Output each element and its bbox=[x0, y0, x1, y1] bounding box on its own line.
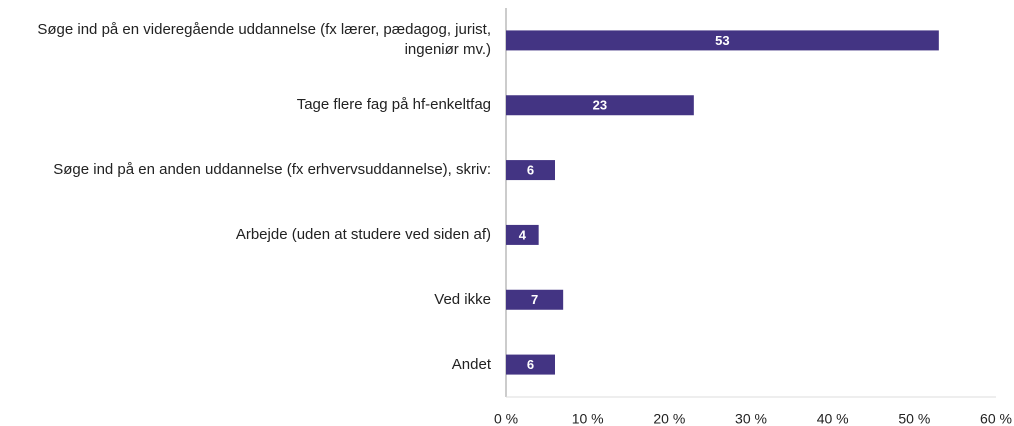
bar bbox=[506, 95, 694, 116]
value-label: 6 bbox=[527, 163, 534, 178]
x-tick-label: 10 % bbox=[572, 411, 604, 426]
category-label: Tage flere fag på hf-enkeltfag bbox=[296, 96, 491, 114]
x-tick-label: 40 % bbox=[817, 411, 849, 426]
bar bbox=[506, 289, 564, 310]
category-label: Ved ikke bbox=[434, 290, 491, 308]
value-label: 7 bbox=[531, 292, 538, 307]
x-tick-label: 0 % bbox=[494, 411, 518, 426]
bar bbox=[506, 354, 555, 375]
value-label: 53 bbox=[715, 33, 729, 48]
bar bbox=[506, 160, 555, 181]
value-label: 4 bbox=[519, 227, 527, 242]
x-tick-label: 60 % bbox=[980, 411, 1012, 426]
value-label: 23 bbox=[593, 98, 607, 113]
category-label: Søge ind på en anden uddannelse (fx erhv… bbox=[53, 161, 491, 179]
category-label: Andet bbox=[451, 355, 491, 373]
category-label: Søge ind på en videregående uddannelse (… bbox=[37, 21, 491, 59]
x-tick-label: 30 % bbox=[735, 411, 767, 426]
x-tick-label: 50 % bbox=[898, 411, 930, 426]
x-tick-label: 20 % bbox=[653, 411, 685, 426]
value-label: 6 bbox=[527, 357, 534, 372]
category-label: Arbejde (uden at studere ved siden af) bbox=[235, 225, 491, 243]
bar bbox=[506, 30, 939, 51]
bar bbox=[506, 224, 539, 245]
